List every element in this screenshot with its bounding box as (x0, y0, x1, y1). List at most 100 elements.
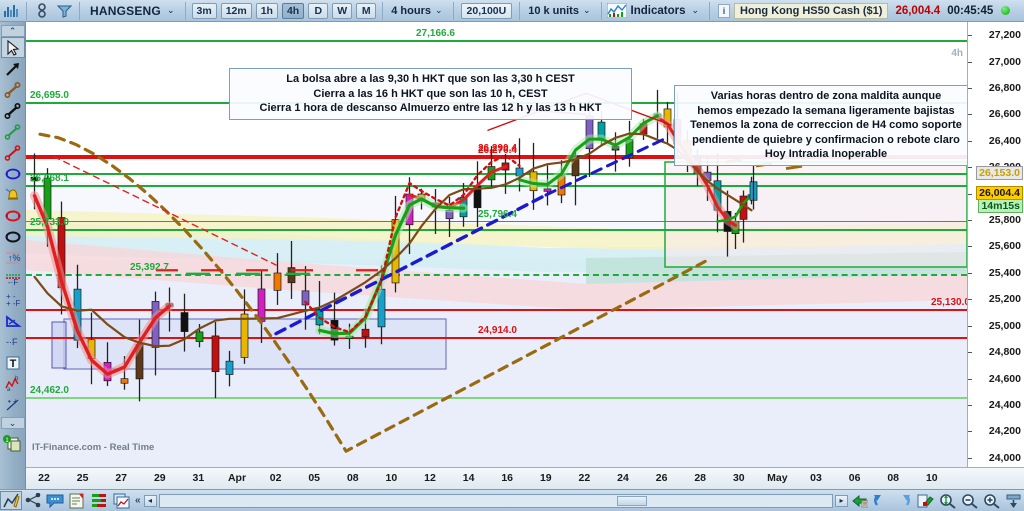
time-axis[interactable]: 22 25 27 29 31 Apr 02 05 08 10 12 14 16 19 22 24 26 28 30 M… (26, 467, 1024, 489)
comment-bubble-icon[interactable] (44, 491, 66, 510)
interval-dropdown-caret[interactable]: ⌄ (434, 5, 443, 15)
black-ellipse-tool-icon[interactable] (1, 226, 25, 247)
time-axis-tick: 02 (269, 472, 282, 484)
blue-ellipse-tool-icon[interactable] (1, 163, 25, 184)
timeframe-M[interactable]: M (356, 2, 377, 19)
units-label[interactable]: 10 k units (528, 4, 579, 17)
properties-icon[interactable] (914, 491, 936, 510)
rail-scroll-down[interactable]: ⌄ (0, 417, 25, 429)
alert-bell-icon[interactable] (1, 184, 25, 205)
level-27166[interactable] (26, 39, 967, 42)
drawing-pencil-icon[interactable] (0, 491, 22, 510)
level-26276[interactable] (26, 157, 967, 160)
timeframe-3m[interactable]: 3m (191, 2, 217, 19)
svg-text:↑%: ↑% (8, 253, 21, 263)
timeframe-group: 3m 12m 1h 4h D W M (190, 2, 379, 19)
time-axis-tick: 16 (501, 472, 514, 484)
price-axis-tick: 25,800 (988, 214, 1021, 227)
toolbar-divider (709, 1, 711, 20)
text-tool-icon[interactable]: T (1, 352, 25, 373)
timeframe-1h[interactable]: 1h (255, 2, 278, 19)
zoom-fit-icon[interactable] (936, 491, 958, 510)
indicators-dropdown-caret[interactable]: ⌄ (691, 5, 700, 15)
news-document-icon[interactable] (66, 491, 88, 510)
black-line-tool-icon[interactable] (1, 100, 25, 121)
annotation-market-commentary[interactable]: Varias horas dentro de zona maldita aunq… (674, 85, 967, 166)
layers-badge-icon[interactable]: 1 (1, 433, 25, 454)
symbol-selector[interactable]: HANGSENG (90, 3, 161, 18)
collapse-left-panel[interactable]: « (135, 495, 141, 506)
angle-tool-icon[interactable] (1, 310, 25, 331)
chart-container[interactable]: 27,166.6 26,695.0 26,290.4 26,276.4 26,068.1… (26, 22, 1024, 489)
price-axis-tick: 25,200 (988, 293, 1021, 306)
cursor-pointer-icon[interactable] (0, 37, 25, 58)
price-axis-tickmark (968, 167, 972, 169)
reset-chart-icon[interactable] (848, 491, 870, 510)
zoom-out-icon[interactable] (958, 491, 980, 510)
units-dropdown-caret[interactable]: ⌄ (582, 5, 591, 15)
fib-extension-icon[interactable]: + - + -F (1, 289, 25, 310)
compress-icon[interactable] (1002, 491, 1024, 510)
timeframe-W[interactable]: W (332, 2, 353, 19)
filter-funnel-icon[interactable] (54, 2, 74, 20)
level-25392-label: 25,392.7 (130, 261, 169, 273)
multi-window-icon[interactable] (110, 491, 132, 510)
bars-count-input[interactable]: 20,100U (460, 2, 513, 19)
level-24914[interactable] (26, 337, 967, 340)
scroll-right-button[interactable]: ▸ (835, 494, 848, 507)
timeframe-D[interactable]: D (308, 2, 329, 19)
level-25130[interactable] (26, 308, 967, 311)
arrow-tool-icon[interactable] (1, 58, 25, 79)
price-axis-tickmark (968, 325, 972, 327)
price-axis-tick: 26,400 (988, 134, 1021, 147)
time-axis-tick: 26 (655, 472, 668, 484)
undo-icon[interactable] (870, 491, 892, 510)
bottom-toolbar: « ◂ ▸ (0, 489, 1024, 511)
fib-fan-icon[interactable]: -·F (1, 331, 25, 352)
timeframe-4h[interactable]: 4h (281, 2, 305, 19)
interval-label[interactable]: 4 hours (391, 4, 431, 17)
chart-watermark: IT-Finance.com - Real Time (32, 442, 155, 453)
red-ellipse-tool-icon[interactable] (1, 205, 25, 226)
level-25733[interactable] (26, 228, 967, 231)
price-axis-tick: 26,800 (988, 82, 1021, 95)
chart-plot-area[interactable]: 27,166.6 26,695.0 26,290.4 26,276.4 26,068.1… (26, 22, 967, 467)
instrument-last-price: 26,004.4 (895, 4, 941, 17)
share-node-icon[interactable] (22, 491, 44, 510)
orderbook-icon[interactable] (88, 491, 110, 510)
zoom-in-icon[interactable] (980, 491, 1002, 510)
top-toolbar: HANGSENG ⌄ 3m 12m 1h 4h D W M 4 hours ⌄ 20,100… (0, 0, 1024, 22)
indicators-icon[interactable] (606, 2, 627, 20)
info-icon[interactable]: i (718, 3, 731, 18)
bars-chart-icon[interactable] (1, 2, 21, 20)
symbol-dropdown-caret[interactable]: ⌄ (166, 5, 175, 15)
annotation-line: pendiente de quiebre y confirmacion o re… (692, 133, 960, 146)
rail-scroll-up[interactable]: ⌃ (0, 25, 25, 37)
level-26290[interactable] (26, 155, 967, 158)
pitchfork-icon[interactable]: • + (1, 394, 25, 415)
redo-icon[interactable] (892, 491, 914, 510)
toolbar-divider (382, 1, 384, 20)
timeframe-12m[interactable]: 12m (220, 2, 252, 19)
chart-horizontal-scrollbar[interactable] (158, 493, 833, 508)
level-24462[interactable] (26, 396, 967, 399)
fib-retracement-icon[interactable]: -·F (1, 268, 25, 289)
resistance-tag: 26,153.0 (976, 166, 1023, 181)
time-axis-tick: 25 (76, 472, 89, 484)
level-26290-label: 26,290.4 (478, 143, 517, 155)
level-26153[interactable] (26, 173, 967, 176)
price-axis[interactable]: 27,20027,00026,80026,60026,40026,20026,0… (967, 22, 1024, 467)
indicators-label[interactable]: Indicators (630, 4, 686, 17)
brown-line-tool-icon[interactable] (1, 79, 25, 100)
instrument-name[interactable]: Hong Kong HS50 Cash ($1) (734, 2, 889, 19)
annotation-line: La bolsa abre a las 9,30 h HKT que son l… (286, 73, 575, 85)
link-chain-icon[interactable] (32, 2, 52, 20)
percent-range-tool-icon[interactable]: ↑% (1, 247, 25, 268)
scrollbar-thumb[interactable] (616, 495, 647, 506)
green-segment-tool-icon[interactable] (1, 121, 25, 142)
annotation-market-hours[interactable]: La bolsa abre a las 9,30 h HKT que son l… (229, 68, 632, 120)
scroll-left-button[interactable]: ◂ (143, 494, 157, 507)
level-25392[interactable] (26, 273, 967, 276)
red-segment-tool-icon[interactable] (1, 142, 25, 163)
